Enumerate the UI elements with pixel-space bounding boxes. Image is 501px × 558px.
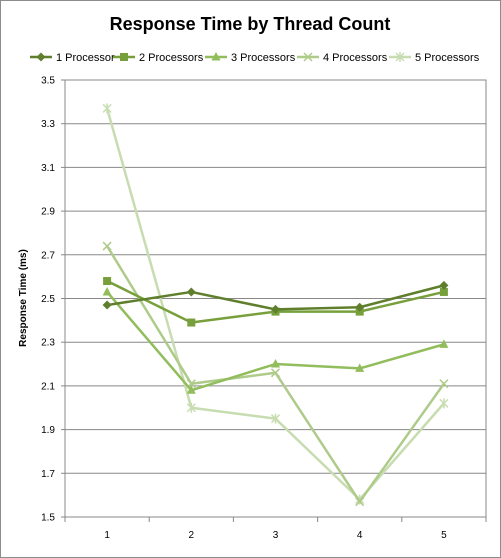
y-tick-label: 3.1 [41, 163, 55, 174]
data-point [103, 277, 112, 286]
data-point [102, 103, 112, 114]
legend-label: 1 Processor [56, 52, 115, 64]
series-3 [102, 286, 449, 394]
x-tick-label: 1 [104, 530, 110, 541]
series-1 [102, 280, 449, 314]
legend-marker [36, 52, 46, 62]
x-tick-label: 5 [441, 530, 447, 541]
data-point [355, 302, 365, 312]
data-point [355, 363, 365, 372]
legend-label: 3 Processors [231, 52, 296, 64]
y-axis: 1.5 1.7 1.9 2.1 2.3 2.5 2.7 2.9 3.1 3.3 3.5 [41, 76, 65, 524]
x-axis: 1 2 3 4 5 [64, 517, 487, 541]
y-axis-title: Response Time (ms) [18, 249, 29, 347]
legend-item: 1 Processor [30, 52, 115, 64]
data-point [187, 318, 196, 327]
data-point [439, 339, 449, 348]
data-point [102, 286, 112, 296]
data-point [270, 368, 281, 378]
y-tick-label: 2.9 [41, 207, 55, 218]
series-4 [102, 241, 449, 507]
legend-label: 5 Processors [415, 52, 480, 64]
data-point [439, 379, 449, 389]
legend-item: 3 Processors [205, 52, 296, 64]
x-tick-label: 2 [189, 530, 195, 541]
data-point [271, 359, 280, 368]
y-tick-label: 1.5 [41, 513, 55, 524]
data-point [102, 241, 112, 251]
legend-marker [120, 53, 128, 61]
y-tick-label: 2.1 [41, 381, 55, 392]
data-point [439, 398, 449, 409]
legend: 1 Processor 2 Processors 3 Processors 4 Pro… [30, 52, 480, 64]
data-point [439, 287, 448, 296]
y-tick-label: 2.5 [41, 294, 55, 305]
legend-item: 5 Processors [389, 52, 480, 64]
x-tick-label: 3 [273, 530, 279, 541]
legend-label: 2 Processors [139, 52, 204, 64]
legend-marker [211, 52, 221, 61]
data-point [270, 413, 281, 424]
y-tick-label: 3.3 [41, 119, 55, 130]
series-group [102, 103, 449, 507]
data-point [186, 287, 196, 297]
legend-item: 2 Processors [113, 52, 204, 64]
legend-marker [303, 52, 313, 62]
y-tick-label: 1.7 [41, 469, 55, 480]
data-point [271, 304, 280, 314]
data-point [186, 385, 196, 394]
data-point [102, 300, 112, 310]
legend-item: 4 Processors [297, 52, 388, 64]
y-tick-label: 2.3 [41, 338, 55, 349]
legend-marker [395, 52, 405, 62]
data-point [186, 402, 196, 413]
y-tick-label: 2.7 [41, 250, 55, 261]
y-tick-label: 3.5 [41, 76, 55, 87]
plot-area: 1.5 1.7 1.9 2.1 2.3 2.5 2.7 2.9 3.1 3.3 3.5 1 2 3 4 5 [41, 76, 487, 541]
x-tick-label: 4 [357, 530, 363, 541]
legend-label: 4 Processors [323, 52, 388, 64]
y-tick-label: 1.9 [41, 425, 55, 436]
chart-title: Response Time by Thread Count [110, 14, 391, 34]
data-point [439, 280, 449, 290]
data-point [355, 497, 365, 507]
